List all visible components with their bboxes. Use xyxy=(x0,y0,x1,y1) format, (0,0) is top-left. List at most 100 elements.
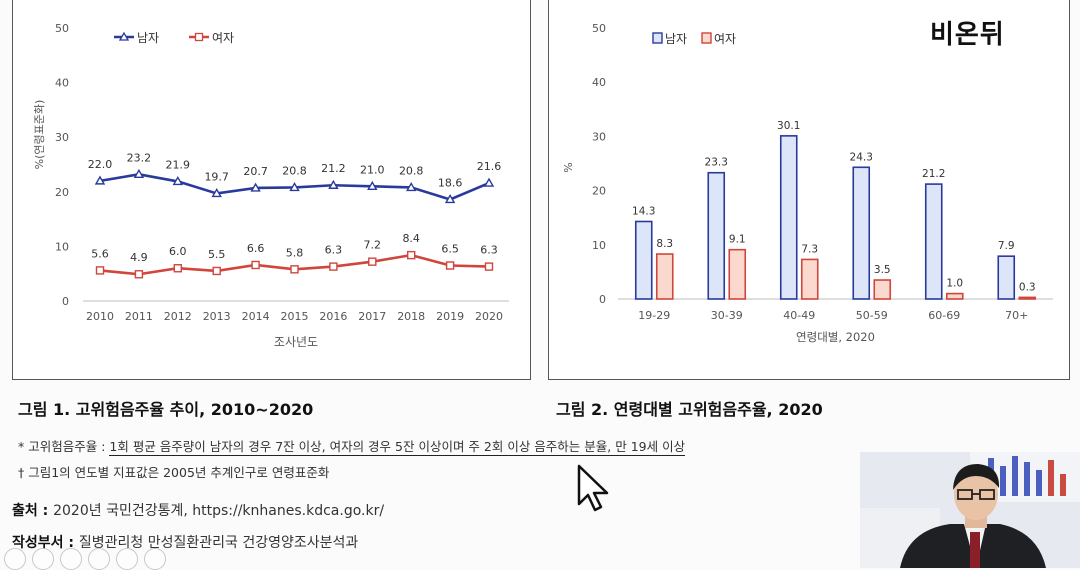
data-label-female: 8.4 xyxy=(402,232,420,245)
data-point-male xyxy=(405,182,417,192)
legend-marker-male xyxy=(118,31,130,41)
x-axis-title: 조사년도 xyxy=(274,335,318,349)
bar-female xyxy=(873,279,892,300)
back-button[interactable] xyxy=(4,548,26,570)
y-tick-label: 0 xyxy=(599,293,606,306)
data-point-female xyxy=(251,260,260,270)
x-tick-label: 2012 xyxy=(164,310,192,323)
data-label-female: 9.1 xyxy=(729,234,746,246)
data-point-male xyxy=(172,176,184,186)
x-tick-label: 2019 xyxy=(436,310,464,323)
data-label-male: 30.1 xyxy=(777,120,800,132)
x-tick-label: 40-49 xyxy=(783,309,815,322)
data-point-female xyxy=(407,250,416,260)
data-label-female: 3.5 xyxy=(874,264,891,276)
bar-female xyxy=(655,253,674,300)
data-label-male: 21.2 xyxy=(321,162,346,175)
bar-male xyxy=(852,166,871,300)
data-label-female: 0.3 xyxy=(1019,281,1036,293)
data-label-female: 1.0 xyxy=(946,278,963,290)
data-point-female xyxy=(445,261,455,270)
data-point-female xyxy=(368,257,377,266)
chart-panel-trend: 0 10 20 30 40 50 2010 2011 2012 2013 2014 2015 2016 2… xyxy=(12,0,531,380)
data-label-female: 6.3 xyxy=(480,244,498,257)
legend-label: 남자 xyxy=(137,31,159,45)
bar-male xyxy=(707,171,726,300)
more-button[interactable] xyxy=(144,548,166,570)
legend-swatch xyxy=(701,32,712,44)
department-label: 작성부서 : xyxy=(12,535,79,551)
data-label-male: 22.0 xyxy=(88,158,113,171)
data-point-male xyxy=(444,194,456,204)
figure2-caption: 그림 2. 연령대별 고위험음주율, 2020 xyxy=(556,400,823,419)
x-tick-label: 2011 xyxy=(125,310,153,323)
x-tick-label: 2017 xyxy=(358,310,386,323)
data-point-male xyxy=(367,180,378,191)
data-label-female: 5.5 xyxy=(208,248,226,261)
data-label-male: 18.6 xyxy=(438,176,463,189)
x-tick-label: 60-69 xyxy=(928,309,960,322)
forward-button[interactable] xyxy=(32,548,54,570)
data-point-female xyxy=(95,266,105,275)
x-tick-label: 2016 xyxy=(319,310,347,323)
y-axis-title: %(연령표준화) xyxy=(33,100,46,170)
x-tick-label: 2010 xyxy=(86,310,114,323)
data-label-male: 23.3 xyxy=(705,157,728,169)
trend-line-chart: 0 10 20 30 40 50 2010 2011 2012 2013 2014 2015 2016 2… xyxy=(33,22,509,349)
presenter-video-thumbnail xyxy=(860,452,1080,568)
source-label: 출처 : xyxy=(12,503,54,519)
data-label-male: 21.0 xyxy=(360,163,385,176)
bar-male xyxy=(997,255,1016,300)
bar-female xyxy=(1018,296,1037,300)
x-tick-label: 19-29 xyxy=(638,309,670,322)
x-tick-label: 2014 xyxy=(242,310,270,323)
source-value: 2020년 국민건강통계, https://knhanes.kdca.go.kr… xyxy=(53,503,385,519)
data-point-male xyxy=(328,179,339,189)
legend-swatch xyxy=(652,32,663,44)
player-toolbar xyxy=(4,548,166,570)
x-tick-label: 2018 xyxy=(397,310,425,323)
data-label-male: 14.3 xyxy=(632,205,655,217)
data-point-male xyxy=(483,177,495,187)
data-point-female xyxy=(173,264,183,273)
data-label-female: 6.5 xyxy=(441,243,459,256)
y-tick-label: 20 xyxy=(55,186,69,199)
footnote-definition-label: * 고위험음주율 : xyxy=(18,439,110,454)
screen-button[interactable] xyxy=(116,548,138,570)
x-tick-label: 2015 xyxy=(281,310,309,323)
y-tick-label: 10 xyxy=(592,239,606,252)
department-line: 작성부서 : 질병관리청 만성질환관리국 건강영양조사분석과 xyxy=(12,532,358,552)
footnote-standardization: † 그림1의 연도별 지표값은 2005년 추계인구로 연령표준화 xyxy=(18,465,330,480)
view-button[interactable] xyxy=(88,548,110,570)
figure1-caption: 그림 1. 고위험음주율 추이, 2010~2020 xyxy=(18,400,314,419)
x-tick-label: 30-39 xyxy=(711,309,743,322)
pen-button[interactable] xyxy=(60,548,82,570)
channel-logo: 비온뒤 xyxy=(930,20,1005,50)
data-label-male: 7.9 xyxy=(998,240,1015,252)
legend-label: 남자 xyxy=(665,32,687,46)
x-tick-label: 50-59 xyxy=(856,309,888,322)
data-label-female: 6.6 xyxy=(247,242,265,255)
data-point-female xyxy=(484,262,494,271)
source-line: 출처 : 2020년 국민건강통계, https://knhanes.kdca.… xyxy=(12,500,384,520)
y-tick-label: 20 xyxy=(592,185,606,198)
data-label-male: 19.7 xyxy=(204,170,229,183)
data-label-male: 23.2 xyxy=(127,151,152,164)
legend-label: 여자 xyxy=(714,32,736,46)
data-label-male: 20.8 xyxy=(399,164,424,177)
footnote-definition: * 고위험음주율 : 1회 평균 음주량이 남자의 경우 7잔 이상, 여자의 … xyxy=(18,436,686,456)
bar-male xyxy=(924,183,943,300)
bar-male xyxy=(779,135,798,300)
data-label-female: 4.9 xyxy=(130,251,148,264)
y-tick-label: 30 xyxy=(55,131,69,144)
data-point-female xyxy=(212,266,221,276)
data-label-male: 20.7 xyxy=(243,165,268,178)
data-label-female: 7.3 xyxy=(801,243,818,255)
data-label-male: 21.9 xyxy=(166,158,191,171)
data-label-male: 21.6 xyxy=(477,160,502,173)
data-point-female xyxy=(329,262,338,271)
data-label-female: 6.3 xyxy=(325,244,343,257)
y-tick-label: 30 xyxy=(592,130,606,143)
data-label-female: 5.8 xyxy=(286,246,304,259)
data-label-female: 8.3 xyxy=(656,238,673,250)
